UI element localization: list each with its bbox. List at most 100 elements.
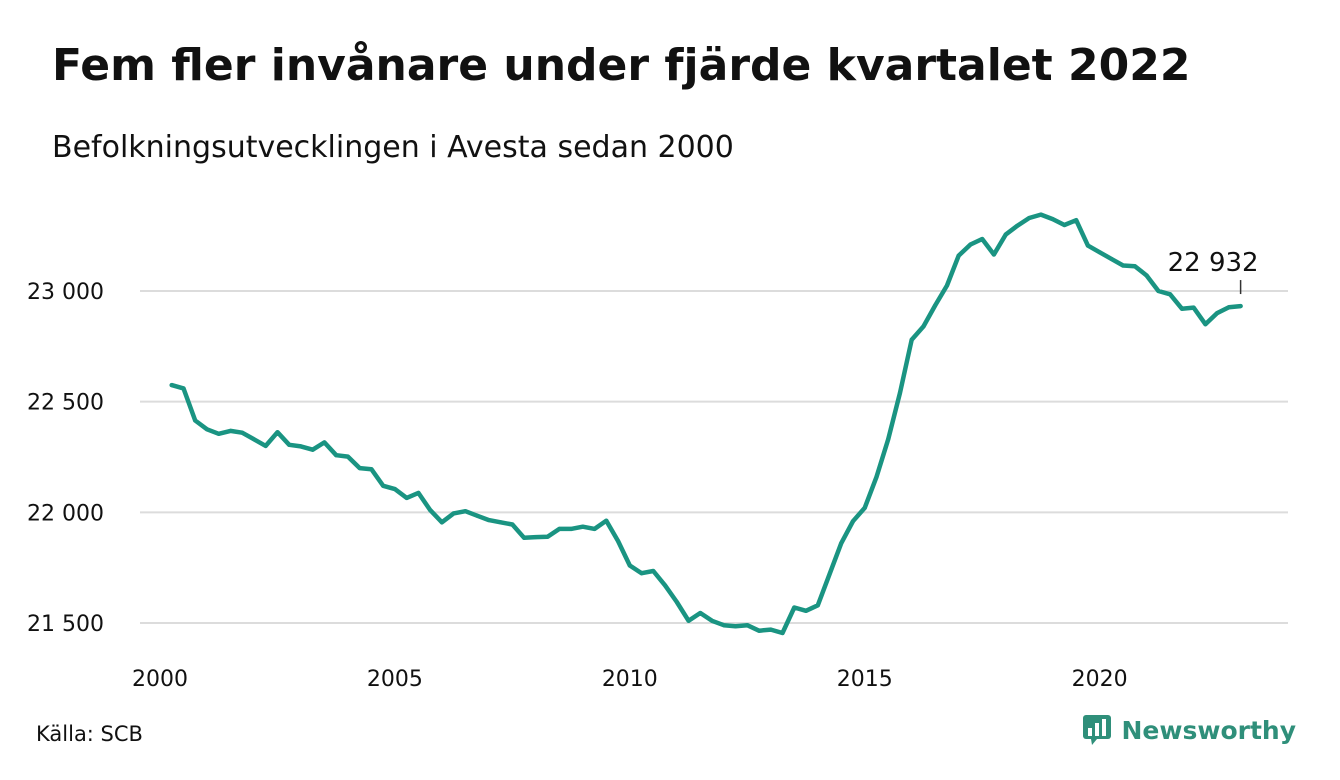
data-point: [991, 252, 996, 257]
annotation-label: 22 932: [1168, 248, 1259, 278]
y-tick-label: 21 500: [27, 612, 104, 637]
data-point: [381, 483, 386, 488]
data-point: [627, 563, 632, 568]
data-point: [1238, 304, 1243, 309]
data-point: [345, 454, 350, 459]
data-point: [205, 427, 209, 432]
data-point: [663, 583, 668, 588]
population-series-line: [169, 212, 1243, 636]
data-point: [1156, 289, 1161, 293]
data-point: [545, 534, 550, 539]
source-label: Källa: SCB: [36, 722, 143, 746]
data-point: [475, 513, 480, 518]
data-point: [580, 524, 585, 529]
data-point: [721, 623, 726, 628]
data-point: [1038, 212, 1043, 217]
data-point: [1003, 232, 1008, 237]
data-point: [486, 518, 491, 523]
data-point: [1121, 263, 1126, 268]
data-point: [404, 495, 409, 500]
data-point: [334, 453, 339, 458]
data-point: [686, 618, 691, 623]
data-point: [557, 526, 562, 531]
data-point: [1062, 223, 1067, 227]
x-axis-tick-labels: 2000 2005 2010 2015 2020: [132, 667, 1128, 692]
data-point: [1179, 306, 1184, 311]
data-point: [980, 237, 985, 241]
x-tick-label: 2010: [602, 667, 658, 692]
data-point: [1050, 217, 1055, 222]
data-point: [1144, 273, 1149, 278]
data-points: [169, 212, 1243, 635]
data-point: [710, 618, 714, 623]
data-point: [1074, 218, 1079, 223]
data-point: [416, 490, 421, 495]
data-point: [804, 608, 808, 613]
data-point: [392, 487, 397, 492]
x-tick-label: 2015: [837, 667, 893, 692]
data-point: [287, 442, 292, 447]
newsworthy-logo: Newsworthy: [1082, 714, 1297, 746]
chart-subtitle: Befolkningsutvecklingen i Avesta sedan 2…: [52, 130, 734, 165]
data-point: [310, 447, 315, 452]
data-point: [533, 535, 538, 540]
data-point: [968, 242, 973, 247]
data-point: [780, 631, 785, 635]
data-point: [933, 303, 938, 308]
data-point: [510, 522, 515, 527]
y-tick-label: 23 000: [27, 280, 104, 305]
data-point: [298, 444, 303, 449]
x-tick-label: 2020: [1072, 667, 1128, 692]
data-point: [1085, 243, 1090, 248]
data-point: [757, 628, 761, 633]
x-tick-label: 2005: [367, 667, 423, 692]
data-point: [1168, 292, 1173, 297]
data-point: [569, 526, 574, 531]
data-point: [604, 518, 609, 523]
last-value-annotation: 22 932: [1168, 248, 1259, 295]
y-axis-tick-labels: 21 500 22 000 22 500 23 000: [27, 280, 104, 637]
data-point: [651, 569, 656, 573]
data-point: [698, 611, 703, 615]
y-tick-label: 22 500: [27, 391, 104, 416]
data-point: [1215, 311, 1220, 316]
data-point: [851, 519, 855, 524]
data-point: [522, 535, 527, 540]
y-tick-label: 22 000: [27, 501, 104, 526]
data-point: [240, 430, 245, 435]
data-point: [369, 467, 374, 472]
data-point: [451, 511, 456, 516]
data-point: [956, 253, 961, 258]
data-point: [1097, 250, 1102, 255]
data-point: [228, 428, 233, 433]
data-point: [886, 437, 891, 442]
data-point: [428, 508, 433, 513]
data-point: [921, 324, 926, 329]
data-point: [1226, 305, 1231, 310]
data-point: [815, 603, 820, 608]
data-point: [216, 431, 221, 436]
data-point: [252, 437, 256, 442]
data-point: [1191, 305, 1196, 310]
data-point: [1132, 264, 1137, 269]
data-point: [768, 627, 773, 632]
data-point: [639, 571, 644, 576]
data-point: [1203, 322, 1208, 327]
newsworthy-logo-icon: [1082, 715, 1111, 745]
data-point: [439, 520, 444, 525]
data-point: [792, 605, 797, 610]
data-point: [1015, 223, 1020, 228]
data-point: [1027, 216, 1032, 220]
data-point: [357, 466, 362, 471]
data-point: [322, 440, 327, 445]
data-point: [827, 572, 832, 577]
data-point: [945, 283, 949, 288]
data-point: [745, 623, 750, 628]
x-tick-label: 2000: [132, 667, 188, 692]
gridlines: [140, 290, 1288, 624]
data-point: [463, 509, 468, 514]
data-point: [839, 541, 844, 546]
data-point: [874, 474, 879, 479]
brand-name: Newsworthy: [1121, 715, 1297, 745]
